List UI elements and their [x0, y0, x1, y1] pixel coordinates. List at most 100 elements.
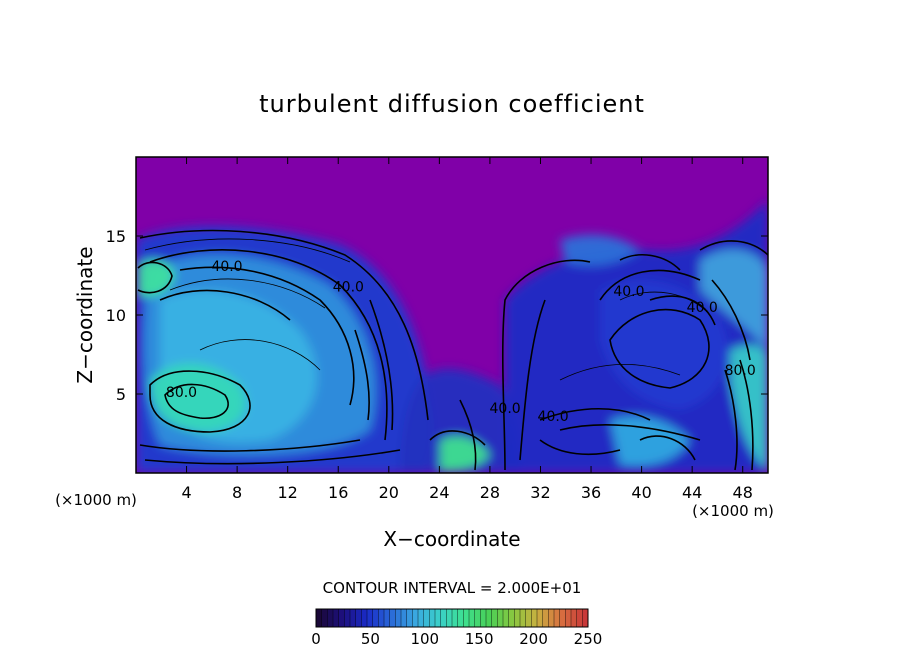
x-tick-label: 20 [379, 483, 399, 502]
contour-line-thin [619, 291, 711, 316]
x-axis-label: X−coordinate [383, 527, 520, 551]
y-axis-label: Z−coordinate [73, 246, 97, 383]
x-axis: 4 8 12 16 20 24 28 32 36 40 44 48 [181, 157, 753, 502]
contour-line [139, 229, 429, 421]
plot-area: 40.0 40.0 80.0 40.0 40.0 80.0 40.0 40.0 [135, 156, 769, 474]
contour-line [149, 370, 251, 433]
contour-label: 80.0 [725, 363, 756, 379]
colorbar-segment [520, 609, 527, 627]
contour-line [711, 279, 751, 361]
colorbar-segment [542, 609, 549, 627]
colorbar-segment [384, 609, 391, 627]
contour-line [149, 249, 388, 441]
colorbar-segment [389, 609, 396, 627]
colorbar: 0 50 100 150 200 250 [311, 608, 603, 648]
contour-line [164, 383, 229, 420]
contour-interval-text: CONTOUR INTERVAL = 2.000E+01 [323, 579, 582, 597]
x-tick-label: 24 [429, 483, 449, 502]
x-unit-right: (×1000 m) [692, 502, 774, 520]
field-region [730, 344, 768, 470]
colorbar-segment [491, 609, 498, 627]
colorbar-segment [480, 609, 487, 627]
colorbar-tick-label: 0 [311, 630, 321, 648]
colorbar-segment [344, 609, 351, 627]
x-tick-label: 36 [581, 483, 601, 502]
colorbar-tick-label: 100 [410, 630, 439, 648]
colorbar-segment [406, 609, 413, 627]
colorbar-segment [559, 609, 566, 627]
colorbar-segment [446, 609, 453, 627]
colorbar-segment [355, 609, 362, 627]
colorbar-segment [423, 609, 430, 627]
colorbar-segment [554, 609, 561, 627]
contour-labels: 40.0 40.0 80.0 40.0 40.0 80.0 40.0 40.0 [166, 259, 756, 425]
contour-label: 40.0 [490, 401, 521, 417]
field-region [440, 435, 490, 472]
colorbar-segment [576, 609, 583, 627]
contour-line [599, 269, 701, 301]
heatmap-field [136, 200, 768, 473]
colorbar-segment [531, 609, 538, 627]
x-tick-label: 4 [181, 483, 191, 502]
contour-label: 40.0 [538, 409, 569, 425]
contour-label: 40.0 [613, 284, 644, 300]
colorbar-segment [503, 609, 510, 627]
contour-line [519, 299, 546, 461]
contour-label: 40.0 [333, 279, 364, 295]
contour-line [159, 289, 291, 321]
contour-line [429, 430, 486, 446]
contour-line-thin [199, 339, 321, 371]
x-tick-label: 16 [328, 483, 348, 502]
contour-line [459, 399, 477, 471]
colorbar-segment [350, 609, 357, 627]
contour-line [137, 261, 173, 294]
colorbar-segment [435, 609, 442, 627]
colorbar-segment [565, 609, 572, 627]
colorbar-segment [514, 609, 521, 627]
contour-label: 40.0 [687, 300, 718, 316]
contour-line [369, 299, 394, 431]
colorbar-segment [316, 609, 323, 627]
x-tick-label: 48 [733, 483, 753, 502]
colorbar-segment [338, 609, 345, 627]
chart-title: turbulent diffusion coefficient [259, 90, 645, 118]
colorbar-segment [486, 609, 493, 627]
colorbar-segment [469, 609, 476, 627]
contour-line [144, 449, 401, 465]
contour-line [539, 439, 621, 456]
contour-line [724, 369, 738, 471]
colorbar-tick-label: 50 [361, 630, 380, 648]
x-tick-label: 28 [480, 483, 500, 502]
contour-line [559, 424, 701, 441]
field-color-regions [136, 200, 768, 473]
colorbar-segment [537, 609, 544, 627]
colorbar-segment [361, 609, 368, 627]
colorbar-segment [463, 609, 470, 627]
colorbar-frame [315, 608, 589, 628]
contour-line [619, 254, 681, 271]
colorbar-segment [525, 609, 532, 627]
field-region [400, 368, 520, 473]
contour-line-thin [169, 278, 326, 309]
colorbar-segment [418, 609, 425, 627]
x-tick-label: 8 [232, 483, 242, 502]
colorbar-segment [367, 609, 374, 627]
colorbar-segment [327, 609, 334, 627]
contour-line [354, 329, 370, 421]
y-tick-label: 15 [106, 227, 126, 246]
colorbar-segment [401, 609, 408, 627]
x-tick-label: 40 [631, 483, 651, 502]
field-region [700, 249, 768, 350]
colorbar-segment [571, 609, 578, 627]
colorbar-tick-label: 250 [574, 630, 603, 648]
colorbar-segment [333, 609, 340, 627]
contour-label: 80.0 [166, 385, 197, 401]
contour-line [139, 439, 361, 452]
contour-line [501, 259, 591, 471]
colorbar-segment [429, 609, 436, 627]
colorbar-segment [548, 609, 555, 627]
colorbar-segment [412, 609, 419, 627]
x-tick-label: 32 [530, 483, 550, 502]
colorbar-segment [474, 609, 481, 627]
